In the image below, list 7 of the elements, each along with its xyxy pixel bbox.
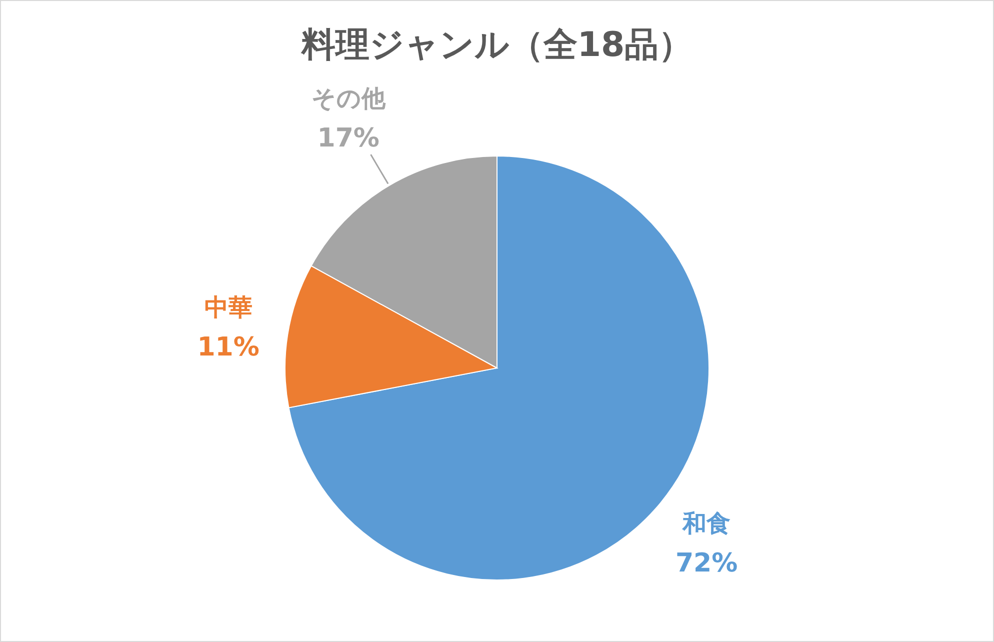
chart-title: 料理ジャンル（全18品）	[300, 25, 693, 65]
data-label: 72%	[675, 548, 738, 578]
slice-label: 和食	[682, 509, 731, 538]
slice-label: その他	[311, 84, 386, 113]
data-label: 17%	[317, 124, 380, 154]
slice-label: 中華	[204, 293, 252, 322]
data-label: 11%	[197, 332, 260, 362]
